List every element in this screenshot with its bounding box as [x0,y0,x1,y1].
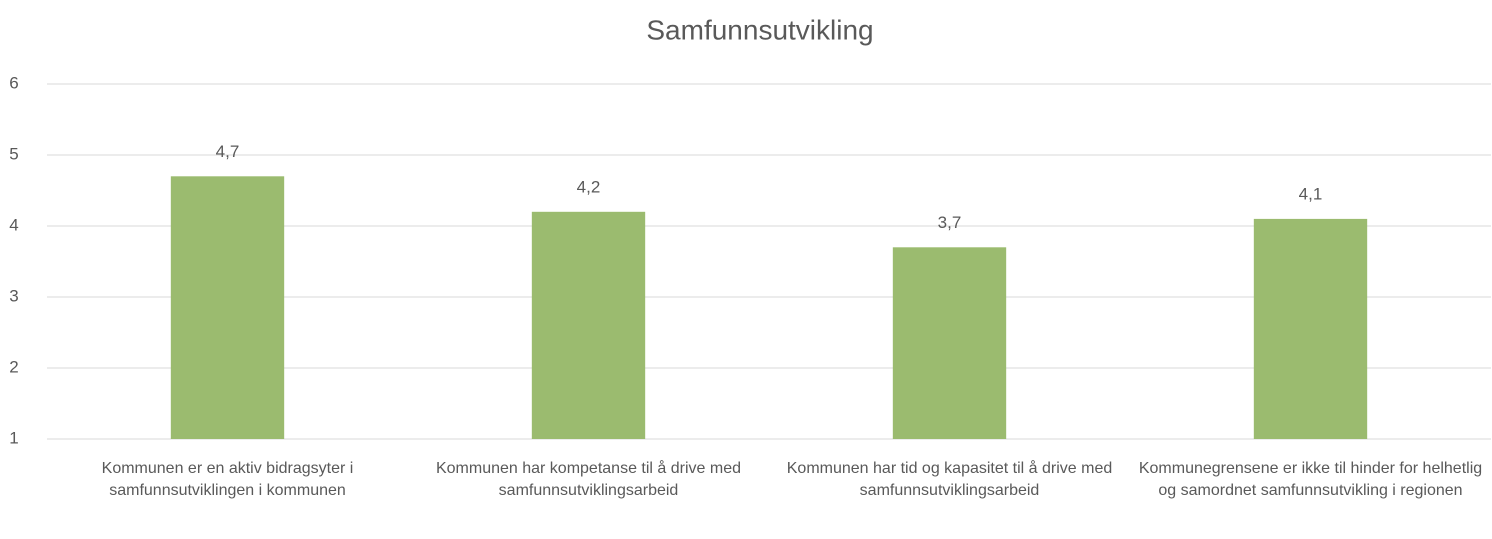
data-label: 3,7 [938,213,962,232]
x-tick-label: Kommunen har kompetanse til å drive med … [435,460,742,499]
chart-title: Samfunnsutvikling [646,14,873,45]
y-tick-label: 4 [9,215,18,234]
x-tick-label: Kommunen er en aktiv bidragsyter i samfu… [101,460,354,499]
y-tick-label: 1 [9,428,18,447]
bar [892,247,1007,439]
data-label: 4,2 [577,177,601,196]
bar [170,176,285,440]
y-tick-label: 6 [9,73,18,92]
y-tick-label: 3 [9,286,18,305]
data-label: 4,7 [216,142,240,161]
bar [531,211,646,439]
x-tick-label: Kommunegrensene er ikke til hinder for h… [1138,460,1483,499]
x-tick-label: Kommunen har tid og kapasitet til å driv… [786,460,1113,499]
bar [1253,218,1368,439]
y-tick-label: 5 [9,144,18,163]
data-label: 4,1 [1299,184,1323,203]
y-tick-label: 2 [9,357,18,376]
